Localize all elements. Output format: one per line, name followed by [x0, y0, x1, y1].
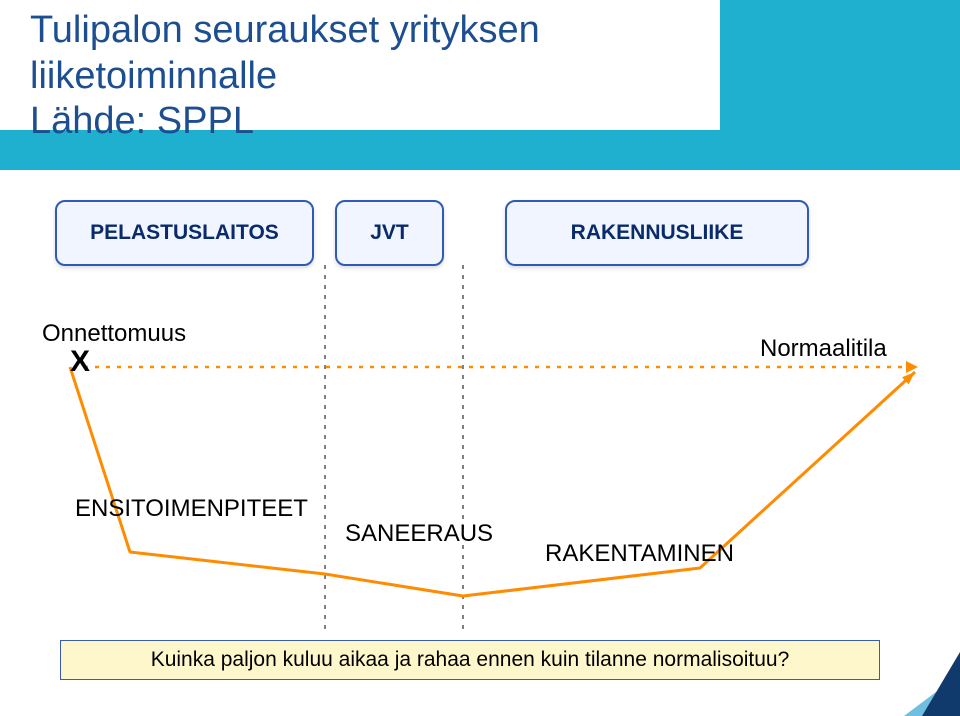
- footer-text: Kuinka paljon kuluu aikaa ja rahaa ennen…: [151, 648, 790, 672]
- title-line-1: Tulipalon seuraukset yrityksen: [30, 9, 540, 51]
- label-ensitoimenpiteet: ENSITOIMENPITEET: [75, 495, 308, 523]
- phase-box-pelastuslaitos: PELASTUSLAITOS: [55, 200, 314, 266]
- page-title: Tulipalon seuraukset yrityksen liiketoim…: [0, 0, 720, 130]
- title-line-3: Lähde: SPPL: [30, 100, 254, 142]
- phase-box-rakennusliike: RAKENNUSLIIKE: [505, 200, 809, 266]
- phase-box-jvt: JVT: [335, 200, 444, 266]
- phase-label: PELASTUSLAITOS: [90, 221, 279, 245]
- label-onnettomuus: Onnettomuus: [42, 320, 186, 348]
- phase-label: JVT: [370, 221, 409, 245]
- label-rakentaminen: RAKENTAMINEN: [545, 540, 734, 568]
- title-line-2: liiketoiminnalle: [30, 55, 277, 97]
- label-saneeraus: SANEERAUS: [345, 520, 493, 548]
- corner-logo-icon: [904, 652, 960, 716]
- footer-question: Kuinka paljon kuluu aikaa ja rahaa ennen…: [60, 640, 880, 680]
- x-mark: X: [70, 345, 90, 379]
- phase-label: RAKENNUSLIIKE: [571, 221, 744, 245]
- label-normaalitila: Normaalitila: [760, 335, 887, 363]
